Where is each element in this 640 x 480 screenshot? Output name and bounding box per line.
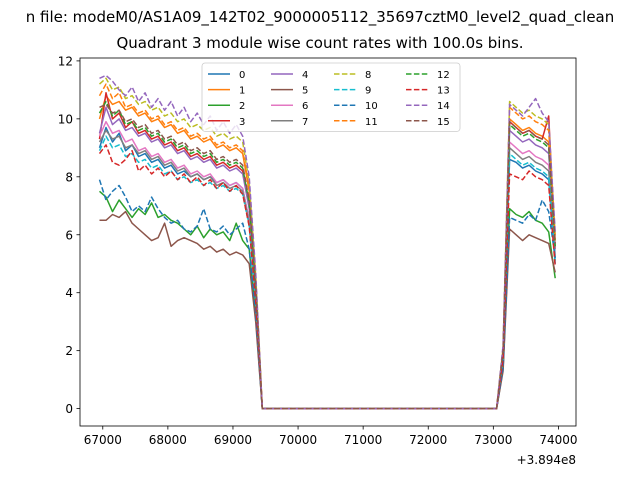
series-line-9 xyxy=(98,135,556,410)
x-tick-label: 71000 xyxy=(344,433,382,447)
y-tick-label: 6 xyxy=(65,228,73,242)
series-line-0 xyxy=(98,126,556,410)
legend-label-14: 14 xyxy=(437,101,450,112)
x-tick-label: 74000 xyxy=(539,433,577,447)
series-line-5 xyxy=(99,210,556,410)
series-line-15 xyxy=(99,103,556,410)
plot-frame xyxy=(79,57,577,427)
legend-box xyxy=(201,62,461,132)
legend-label-6: 6 xyxy=(302,101,308,112)
legend-label-11: 11 xyxy=(365,117,378,128)
legend-label-12: 12 xyxy=(437,70,450,81)
y-tick-label: 4 xyxy=(65,286,73,300)
series-line-11 xyxy=(98,83,556,410)
x-tick-label: 69000 xyxy=(214,433,252,447)
x-tick-label: 72000 xyxy=(409,433,447,447)
x-tick-label: 67000 xyxy=(84,433,122,447)
axes-layer: 67000 68000 69000 70000 71000 72000 73000 74000… xyxy=(58,54,578,467)
series-layer xyxy=(98,74,556,410)
series-line-12 xyxy=(98,100,556,410)
series-line-6 xyxy=(98,120,556,410)
legend-label-7: 7 xyxy=(302,117,308,128)
x-offset-label: +3.894e8 xyxy=(517,453,576,467)
series-line-10 xyxy=(98,179,556,410)
y-tick-label: 12 xyxy=(58,54,73,68)
chart-title: Quadrant 3 module wise count rates with … xyxy=(116,34,524,52)
legend-label-9: 9 xyxy=(365,86,371,97)
legend-label-10: 10 xyxy=(365,101,378,112)
y-tick-label: 8 xyxy=(65,170,73,184)
series-line-4 xyxy=(98,106,556,410)
legend-label-8: 8 xyxy=(365,70,371,81)
legend-label-15: 15 xyxy=(437,117,450,128)
y-tick-label: 10 xyxy=(58,112,73,126)
legend-label-3: 3 xyxy=(239,117,245,128)
figure-suptitle: n file: modeM0/AS1A09_142T02_9000005112_… xyxy=(25,8,615,26)
x-tick-label: 68000 xyxy=(149,433,187,447)
legend-label-2: 2 xyxy=(239,101,245,112)
series-line-2 xyxy=(99,190,556,410)
legend-label-1: 1 xyxy=(239,86,245,97)
legend-label-0: 0 xyxy=(239,70,245,81)
legend-label-4: 4 xyxy=(302,70,308,81)
x-tick-label: 73000 xyxy=(474,433,512,447)
y-tick-label: 2 xyxy=(65,344,73,358)
x-tick-label: 70000 xyxy=(279,433,317,447)
y-tick-label: 0 xyxy=(65,402,73,416)
series-line-13 xyxy=(98,144,556,410)
legend-label-5: 5 xyxy=(302,86,308,97)
legend-label-13: 13 xyxy=(437,86,450,97)
